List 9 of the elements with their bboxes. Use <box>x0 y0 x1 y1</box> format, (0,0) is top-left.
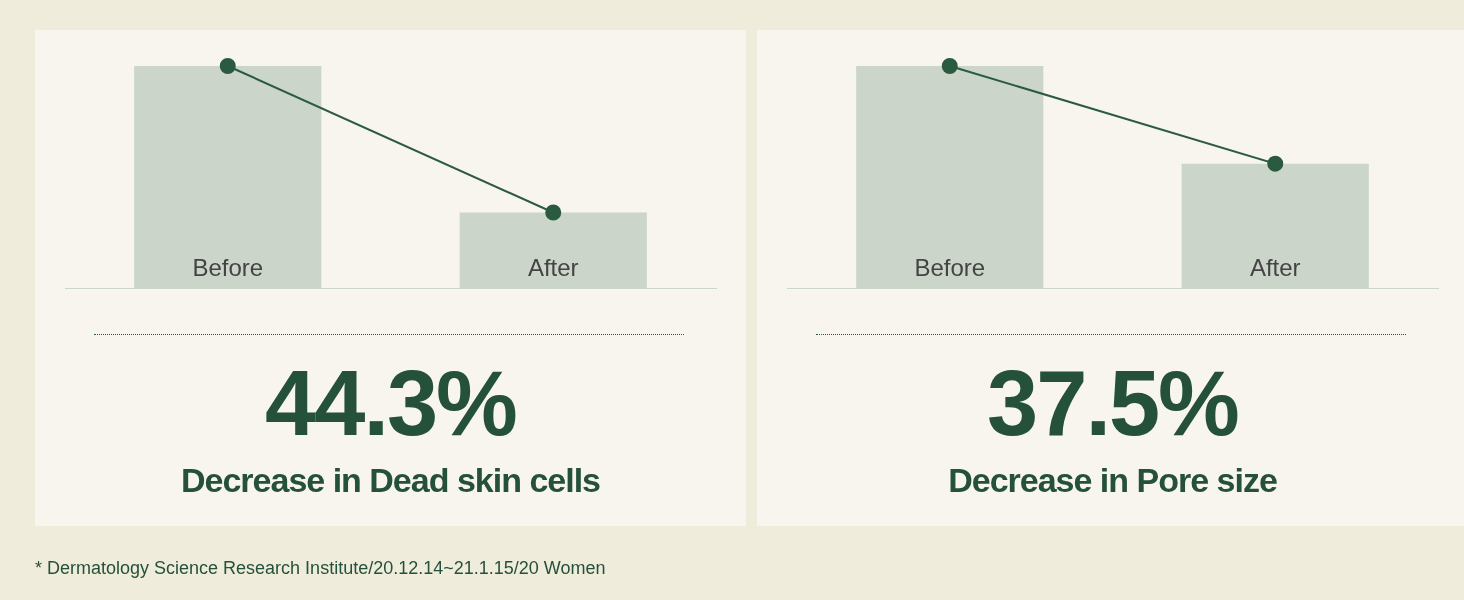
text: Decrease in Pore size <box>947 460 1278 501</box>
x-tick-label: After <box>1249 254 1301 281</box>
text: Decrease in Dead skin cells <box>179 460 601 501</box>
x-tick-label: After <box>527 254 579 281</box>
text: 44.3% <box>264 351 517 456</box>
text: 37.5% <box>986 351 1239 456</box>
x-tick-label: Before <box>914 254 986 281</box>
text: * Dermatology Science Research Institute/20.12.14~21.1.15/20 Women <box>35 558 606 579</box>
x-tick-label: Before <box>192 254 264 281</box>
